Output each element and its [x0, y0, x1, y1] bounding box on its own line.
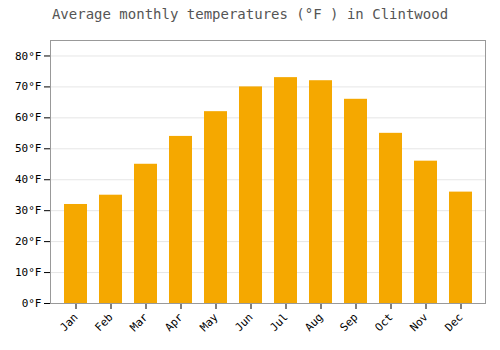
svg-text:Aug: Aug — [302, 311, 325, 334]
svg-text:Mar: Mar — [127, 310, 151, 334]
svg-text:Dec: Dec — [442, 311, 465, 334]
svg-text:May: May — [197, 310, 221, 334]
svg-text:0°F: 0°F — [22, 297, 42, 310]
svg-text:Feb: Feb — [92, 311, 115, 334]
svg-text:Oct: Oct — [372, 311, 395, 334]
svg-text:80°F: 80°F — [15, 49, 42, 62]
svg-text:70°F: 70°F — [15, 80, 42, 93]
svg-text:Sep: Sep — [337, 311, 360, 334]
svg-text:Apr: Apr — [162, 310, 186, 334]
html-text:Average monthly temperatures (: Average monthly temperatures (°F ) in Cl… — [51, 6, 449, 22]
svg-text:Jan: Jan — [57, 311, 80, 334]
svg-text:60°F: 60°F — [15, 111, 42, 124]
svg-text:40°F: 40°F — [15, 173, 42, 186]
svg-text:30°F: 30°F — [15, 204, 42, 217]
svg-text:10°F: 10°F — [15, 266, 42, 279]
svg-text:20°F: 20°F — [15, 235, 42, 248]
svg-text:50°F: 50°F — [15, 142, 42, 155]
svg-text:Nov: Nov — [407, 310, 431, 334]
svg-text:Jul: Jul — [267, 311, 290, 334]
svg-text:Jun: Jun — [232, 311, 255, 334]
